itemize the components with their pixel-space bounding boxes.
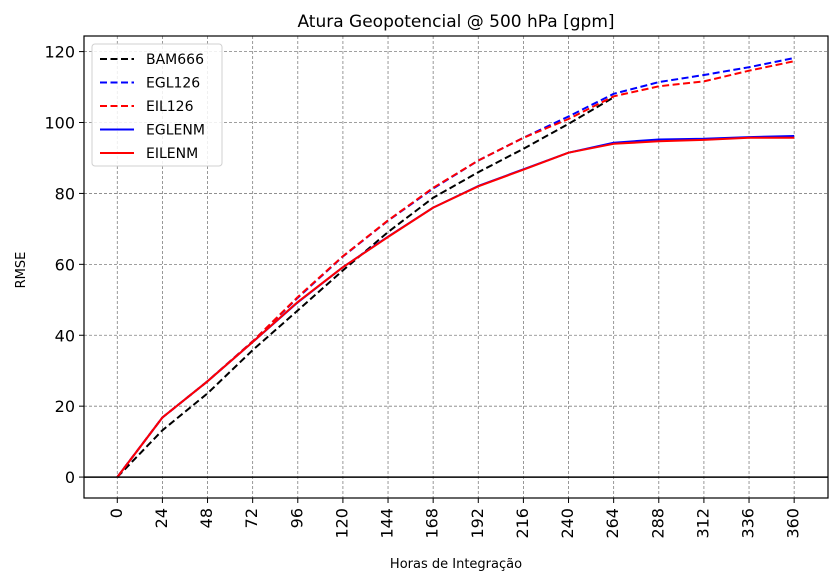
x-tick-label: 240: [558, 508, 577, 539]
y-tick-label: 60: [55, 255, 75, 274]
chart-title: Atura Geopotencial @ 500 hPa [gpm]: [297, 12, 614, 32]
y-axis-label: RMSE: [14, 252, 29, 289]
y-tick-label: 20: [55, 397, 75, 416]
legend-label-eilenm: EILENM: [146, 146, 198, 162]
legend-label-eglenm: EGLENM: [146, 123, 205, 139]
x-axis-label: Horas de Integração: [390, 557, 522, 572]
axes: [83, 35, 829, 499]
axes-frame: [83, 35, 829, 499]
x-tick-label: 360: [784, 508, 803, 539]
legend-label-bam666: BAM666: [146, 52, 204, 68]
y-tick-label: 100: [44, 114, 75, 133]
x-tick-label: 0: [107, 508, 126, 518]
y-tick-label: 120: [44, 43, 75, 62]
x-tick-label: 216: [513, 508, 532, 539]
series-line-eilenm: [116, 136, 795, 478]
legend-label-eil126: EIL126: [146, 99, 194, 115]
x-tick-label: 120: [332, 508, 351, 539]
x-tick-label: 24: [152, 508, 171, 528]
y-tick-label: 80: [55, 184, 75, 203]
series-layer: [116, 57, 795, 478]
x-tick-label: 144: [378, 508, 397, 539]
x-tick-label: 336: [739, 508, 758, 539]
legend-box: [91, 43, 223, 167]
x-tick-label: 288: [648, 508, 667, 539]
legend: BAM666 EGL126 EIL126 EGLENM EILENM: [91, 43, 223, 167]
x-tick-label: 96: [287, 508, 306, 528]
y-tick-label: 0: [65, 468, 75, 487]
x-tick-label: 312: [693, 508, 712, 539]
x-tick-label: 168: [423, 508, 442, 539]
x-tick-label: 192: [468, 508, 487, 539]
x-tick-label: 48: [197, 508, 216, 528]
legend-label-egl126: EGL126: [146, 76, 200, 92]
x-tick-label: 72: [242, 508, 261, 528]
x-tick-label: 264: [603, 508, 622, 539]
y-tick-label: 40: [55, 326, 75, 345]
ticks: 0 24 48 72 96 120 144 168 192 216 240 264 288 312 336 3…: [44, 43, 802, 539]
